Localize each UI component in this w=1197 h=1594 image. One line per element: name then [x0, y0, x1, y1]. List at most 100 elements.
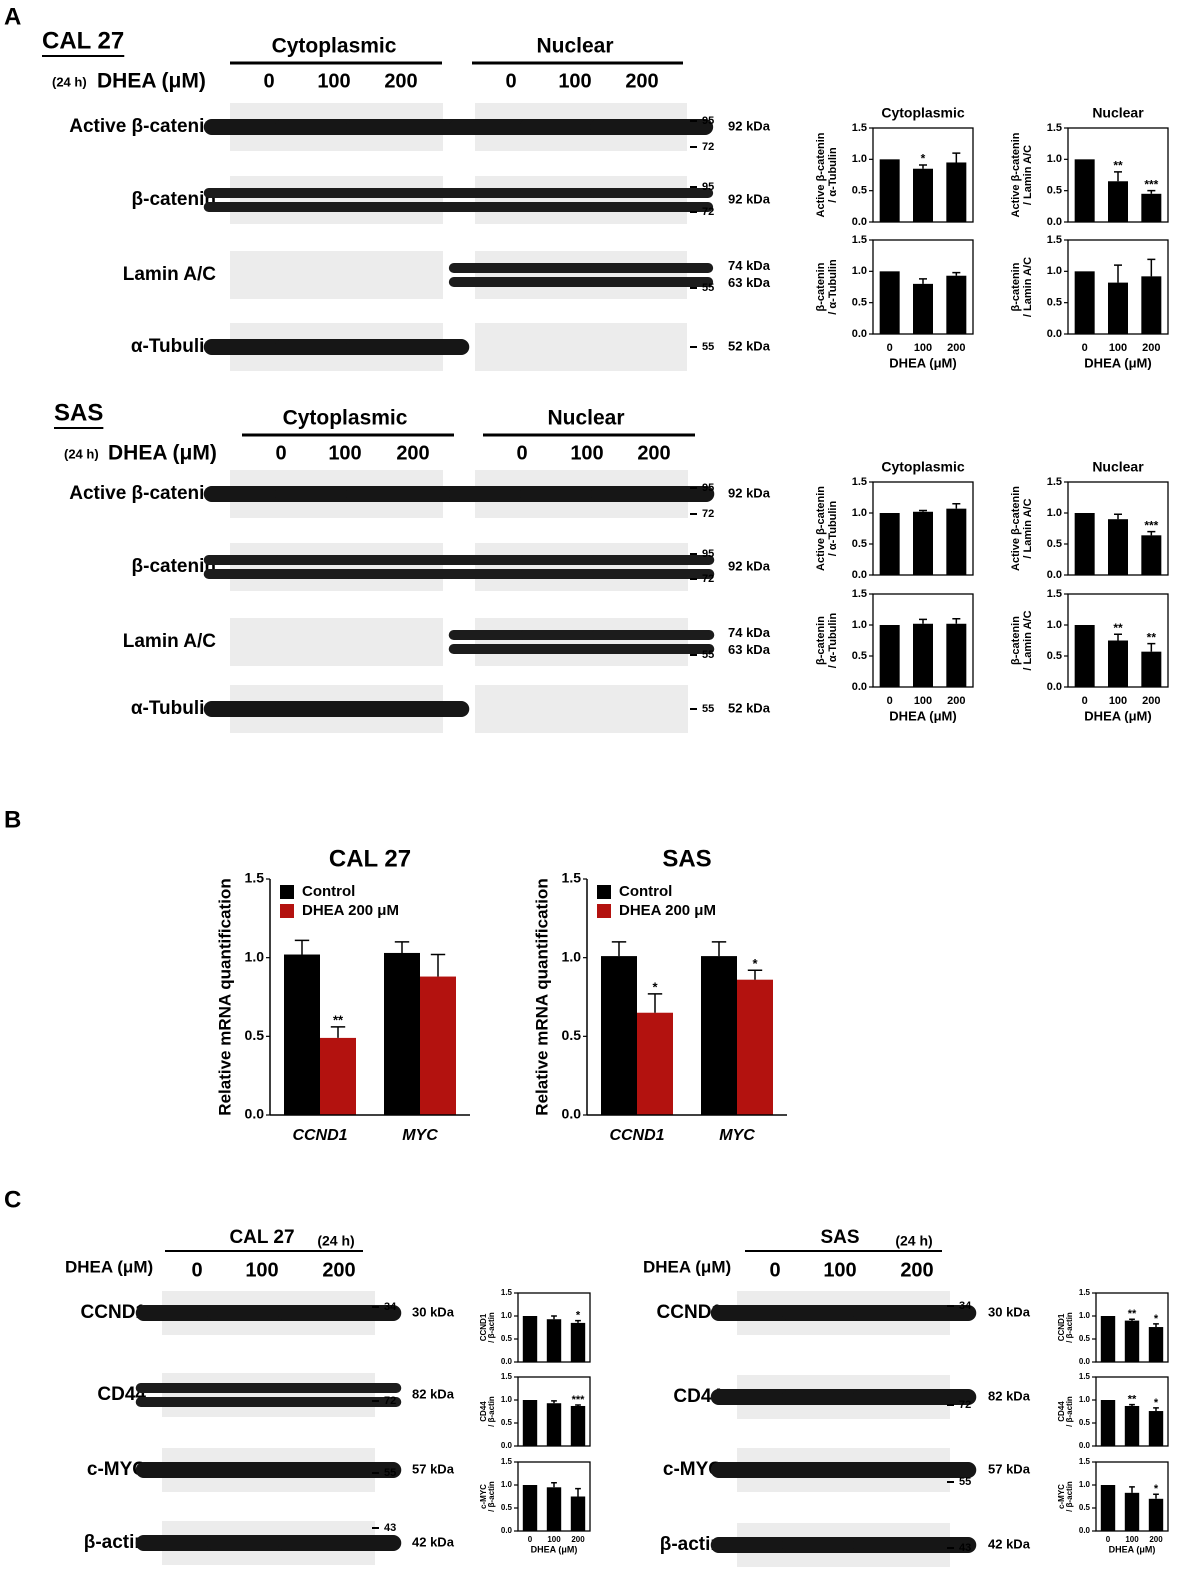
- y-axis-label: CCND1: [1057, 1313, 1066, 1341]
- plot-frame: [1067, 481, 1169, 576]
- significance-label: **: [333, 1012, 344, 1027]
- legend-swatch: [597, 904, 611, 918]
- y-axis-label: / β-actin: [487, 1396, 496, 1427]
- y-tick-label: 0.5: [1047, 297, 1062, 309]
- marker-label: 95: [702, 548, 714, 560]
- blot-band: [852, 1305, 977, 1321]
- x-tick-label: MYC: [719, 1127, 755, 1144]
- plot-frame: [1067, 127, 1169, 223]
- blot-background: [475, 618, 688, 666]
- y-tick-label: 1.5: [501, 1457, 513, 1466]
- treatment-label: DHEA (μM): [65, 1257, 153, 1276]
- lane-label: 100: [317, 70, 350, 92]
- y-axis-label: CD44: [1057, 1401, 1066, 1422]
- chart-title: CAL 27: [329, 845, 411, 872]
- lane-label: 200: [396, 442, 429, 464]
- error-bar: [919, 618, 927, 624]
- error-bar: [575, 1404, 581, 1406]
- error-bar: [294, 939, 310, 955]
- error-bar: [1114, 513, 1122, 520]
- bar: [879, 271, 900, 334]
- y-tick-label: 0.5: [852, 185, 867, 197]
- blot-band: [590, 202, 714, 212]
- lane-label: 200: [384, 70, 417, 92]
- plot-frame: [517, 1376, 591, 1447]
- x-tick-label: 0: [1106, 1535, 1111, 1544]
- bar: [546, 1403, 562, 1446]
- y-tick-label: 1.0: [1079, 1395, 1091, 1404]
- bar: [284, 954, 320, 1115]
- y-tick-label: 0.5: [1047, 538, 1062, 550]
- lane-label: 100: [245, 1259, 278, 1281]
- blot-band: [590, 630, 715, 640]
- size-label: 57 kDa: [988, 1461, 1031, 1476]
- size-label: 30 kDa: [412, 1304, 455, 1319]
- bar: [913, 511, 933, 575]
- x-tick-label: 200: [947, 695, 965, 707]
- marker-label: 55: [702, 341, 714, 353]
- lane-label: 0: [263, 70, 274, 92]
- blot-band: [345, 119, 470, 135]
- size-label: 92 kDa: [728, 558, 771, 573]
- row-label: CD44: [673, 1386, 722, 1407]
- y-axis-label: / Lamin A/C: [1022, 610, 1034, 670]
- error-bar: [711, 941, 727, 957]
- size-label: 57 kDa: [412, 1461, 455, 1476]
- time-label: (24 h): [64, 446, 99, 461]
- size-label: 52 kDa: [728, 338, 771, 353]
- bar: [1108, 181, 1128, 222]
- lane-label: 100: [570, 442, 603, 464]
- plot-frame: [517, 1292, 591, 1363]
- error-bar: [919, 509, 927, 512]
- size-label: 42 kDa: [988, 1536, 1031, 1551]
- bar: [1141, 276, 1162, 334]
- lane-label: 100: [823, 1259, 856, 1281]
- chart-title: Cytoplasmic: [881, 105, 964, 121]
- y-tick-label: 0.5: [1047, 650, 1062, 662]
- error-bar: [952, 618, 961, 624]
- plot-frame: [872, 593, 974, 688]
- y-axis-label: Active β-catenin: [1010, 132, 1022, 217]
- y-tick-label: 0.5: [1079, 1503, 1091, 1512]
- panel-label: B: [4, 806, 21, 833]
- blot-band: [277, 1383, 402, 1393]
- bar: [1074, 513, 1095, 575]
- blot-band: [852, 1389, 977, 1405]
- lane-label: 0: [275, 442, 286, 464]
- significance-label: *: [921, 152, 926, 166]
- x-tick-label: 0: [1082, 342, 1088, 354]
- x-tick-label: MYC: [402, 1127, 438, 1144]
- marker-label: 34: [384, 1301, 397, 1313]
- marker-label: 72: [702, 141, 714, 153]
- y-tick-label: 1.0: [501, 1480, 513, 1489]
- lane-label: 100: [328, 442, 361, 464]
- bar: [1100, 1485, 1116, 1531]
- x-tick-label: CCND1: [292, 1127, 347, 1144]
- bar: [420, 976, 456, 1115]
- marker-label: 55: [702, 282, 714, 294]
- y-tick-label: 1.0: [1047, 265, 1062, 277]
- error-bar: [611, 941, 627, 957]
- blot-band: [590, 263, 714, 273]
- marker-label: 55: [702, 649, 714, 661]
- y-tick-label: 1.5: [1079, 1372, 1091, 1381]
- blot-band: [852, 1537, 977, 1553]
- y-tick-label: 1.5: [1047, 476, 1062, 488]
- error-bar: [919, 164, 927, 169]
- blot-background: [475, 323, 687, 371]
- error-bar: [430, 953, 446, 977]
- y-tick-label: 0.5: [245, 1027, 265, 1043]
- lane-label: 200: [900, 1259, 933, 1281]
- fraction-label: Nuclear: [536, 35, 613, 58]
- blot-band: [590, 569, 715, 579]
- x-tick-label: 100: [1125, 1535, 1139, 1544]
- lane-label: 0: [769, 1259, 780, 1281]
- blot-background: [230, 543, 443, 591]
- y-axis-label: / α-Tubulin: [827, 501, 839, 557]
- size-label: 92 kDa: [728, 485, 771, 500]
- y-tick-label: 1.0: [852, 153, 867, 165]
- plot-frame: [872, 127, 974, 223]
- row-label: CD44: [97, 1384, 146, 1405]
- bar: [601, 956, 637, 1115]
